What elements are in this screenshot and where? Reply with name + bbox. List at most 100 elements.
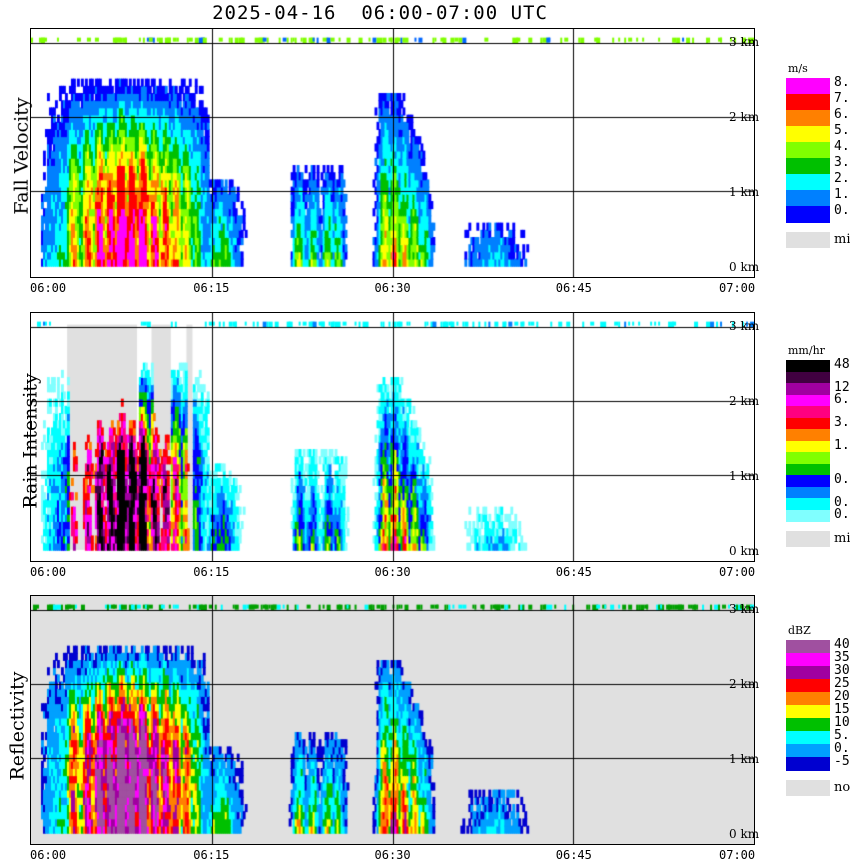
y-tick-label: 3 km [729, 601, 760, 616]
axis-label-fall-velocity: Fall Velocity [10, 97, 33, 215]
colorbar-band [786, 406, 830, 419]
colorbar-band [786, 190, 830, 207]
colorbar-band [786, 174, 830, 191]
x-tick-label: 06:00 [30, 565, 67, 579]
x-tick-label: 06:30 [374, 565, 411, 579]
panel-fall-velocity [30, 28, 755, 278]
colorbar-tick-label: 8.0 [834, 75, 850, 90]
y-tick-label: 0 km [729, 259, 760, 274]
colorbar-missing-label: none [834, 780, 850, 795]
colorbar-band [786, 653, 830, 667]
colorbar-unit-label: dBZ [788, 624, 811, 637]
y-tick-label: 3 km [729, 34, 760, 49]
axis-label-reflectivity: Reflectivity [6, 671, 29, 781]
colorbar-missing-label: miss [834, 531, 850, 546]
colorbar-tick-label: 12.0 [834, 380, 850, 395]
colorbar-tick-label: 3.0 [834, 155, 850, 170]
colorbar-band [786, 440, 830, 453]
y-tick-label: 0 km [729, 826, 760, 841]
colorbar-band [786, 666, 830, 680]
y-tick-label: 2 km [729, 109, 760, 124]
colorbar-tick-label: 20.0 [834, 689, 850, 704]
colorbar-missing-swatch [786, 531, 830, 547]
colorbar-tick-label: 35.0 [834, 650, 850, 665]
colorbar-band [786, 486, 830, 499]
colorbar-band [786, 158, 830, 175]
page-title: 2025-04-16 06:00-07:00 UTC [212, 2, 548, 24]
y-tick-label: 2 km [729, 393, 760, 408]
colorbar-band [786, 692, 830, 706]
colorbar-missing-swatch [786, 232, 830, 248]
colorbar-tick-label: 0.5 [834, 472, 850, 487]
x-tick-label: 06:30 [374, 848, 411, 862]
heatmap-reflectivity [31, 596, 754, 844]
colorbar-band [786, 383, 830, 396]
plot-area-rain-intensity[interactable] [30, 312, 755, 562]
colorbar-missing-swatch [786, 780, 830, 796]
colorbar-tick-label: 2.0 [834, 171, 850, 186]
colorbar-tick-label: 40.0 [834, 637, 850, 652]
colorbar-tick-label: 25.0 [834, 676, 850, 691]
y-tick-label: 1 km [729, 184, 760, 199]
colorbar-tick-label: 5.0 [834, 123, 850, 138]
colorbar-tick-label: 3.0 [834, 414, 850, 430]
x-tick-label: 07:00 [719, 848, 756, 862]
panel-reflectivity [30, 595, 755, 845]
colorbar-band [786, 78, 830, 95]
x-tick-label: 06:45 [555, 565, 592, 579]
colorbar-band [786, 94, 830, 111]
colorbar-tick-label: 6.0 [834, 107, 850, 122]
x-tick-label: 06:45 [555, 848, 592, 862]
x-tick-label: 06:15 [193, 848, 230, 862]
x-tick-label: 06:00 [30, 848, 67, 862]
x-tick-label: 07:00 [719, 281, 756, 295]
y-tick-label: 1 km [729, 468, 760, 483]
colorbar-tick-label: 4.0 [834, 139, 850, 154]
y-tick-label: 2 km [729, 676, 760, 691]
colorbar-band [786, 718, 830, 732]
y-tick-label: 3 km [729, 318, 760, 333]
colorbar-tick-label: 48.0 [834, 357, 850, 372]
x-tick-label: 06:30 [374, 281, 411, 295]
x-tick-label: 06:00 [30, 281, 67, 295]
colorbar-band [786, 705, 830, 719]
colorbar-tick-label: 0.0 [834, 741, 850, 756]
colorbar-band [786, 744, 830, 758]
colorbar-band [786, 142, 830, 159]
plot-area-reflectivity[interactable] [30, 595, 755, 845]
x-tick-label: 06:15 [193, 565, 230, 579]
colorbar-tick-label: 7.0 [834, 91, 850, 106]
x-tick-label: 06:45 [555, 281, 592, 295]
colorbar-band [786, 429, 830, 442]
colorbar-band [786, 463, 830, 476]
heatmap-rain-intensity [31, 313, 754, 561]
colorbar-unit-label: m/s [788, 62, 808, 75]
colorbar-tick-label: 1.0 [834, 187, 850, 202]
colorbar-tick-label: 15.0 [834, 702, 850, 717]
colorbar-band [786, 640, 830, 654]
x-tick-label: 07:00 [719, 565, 756, 579]
colorbar-tick-label: 10.0 [834, 715, 850, 730]
colorbar-tick-label: 0.1 [834, 495, 850, 510]
colorbar-tick-label: 6.0 [834, 391, 850, 407]
colorbar-band [786, 475, 830, 488]
colorbar-tick-label: 0.0 [834, 506, 850, 522]
colorbar-tick-label: 0.0 [834, 203, 850, 218]
y-tick-label: 0 km [729, 543, 760, 558]
colorbar-band [786, 452, 830, 465]
colorbar-band [786, 417, 830, 430]
colorbar-band [786, 757, 830, 771]
colorbar-band [786, 509, 830, 522]
colorbar-missing-label: miss [834, 232, 850, 247]
y-tick-label: 1 km [729, 751, 760, 766]
colorbar-tick-label: -5.0 [834, 754, 850, 769]
colorbar-band [786, 394, 830, 407]
colorbar-band [786, 731, 830, 745]
colorbar-unit-label: mm/hr [788, 344, 825, 357]
plot-area-fall-velocity[interactable] [30, 28, 755, 278]
colorbar-tick-label: 5.0 [834, 728, 850, 743]
colorbar-tick-label: 1.5 [834, 437, 850, 453]
colorbar-band [786, 206, 830, 223]
colorbar-band [786, 498, 830, 511]
colorbar-band [786, 679, 830, 693]
